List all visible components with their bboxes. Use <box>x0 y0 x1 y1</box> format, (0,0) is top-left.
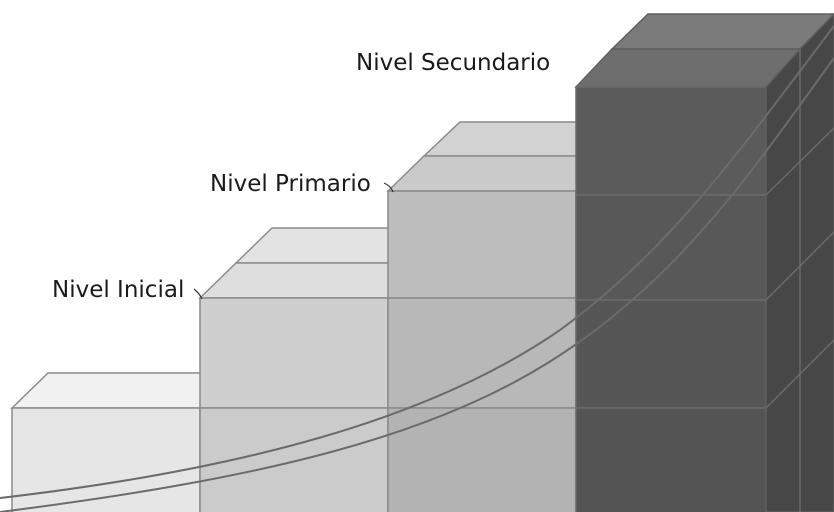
label-inicial-pointer <box>193 288 203 300</box>
step-secundario-front-row-2 <box>575 194 767 301</box>
label-primario-pointer <box>383 182 394 193</box>
step-2 <box>198 227 462 512</box>
step-secundario-top-back <box>610 13 834 50</box>
step-secundario-front-row-4 <box>575 407 767 512</box>
step-primario-front-row-2 <box>387 297 577 409</box>
side-row-line-1 <box>765 127 834 196</box>
step-secundario <box>574 12 834 512</box>
growth-curve-2 <box>0 57 834 512</box>
side-row-line-2 <box>765 231 834 301</box>
step-inicial <box>10 372 238 512</box>
step-secundario-front-row-3 <box>575 299 767 409</box>
label-nivel-primario: Nivel Primario <box>210 171 371 197</box>
step-2-front-row-1 <box>199 297 389 409</box>
label-nivel-secundario: Nivel Secundario <box>356 50 550 76</box>
side-row-line-3 <box>765 339 834 409</box>
growth-curve-1 <box>0 25 834 499</box>
step-inicial-front <box>11 407 201 512</box>
step-primario-front-row-3 <box>387 407 577 512</box>
step-primario-front-row-1 <box>387 190 577 299</box>
step-secundario-front-row-1 <box>575 86 767 196</box>
label-nivel-inicial: Nivel Inicial <box>52 277 184 303</box>
